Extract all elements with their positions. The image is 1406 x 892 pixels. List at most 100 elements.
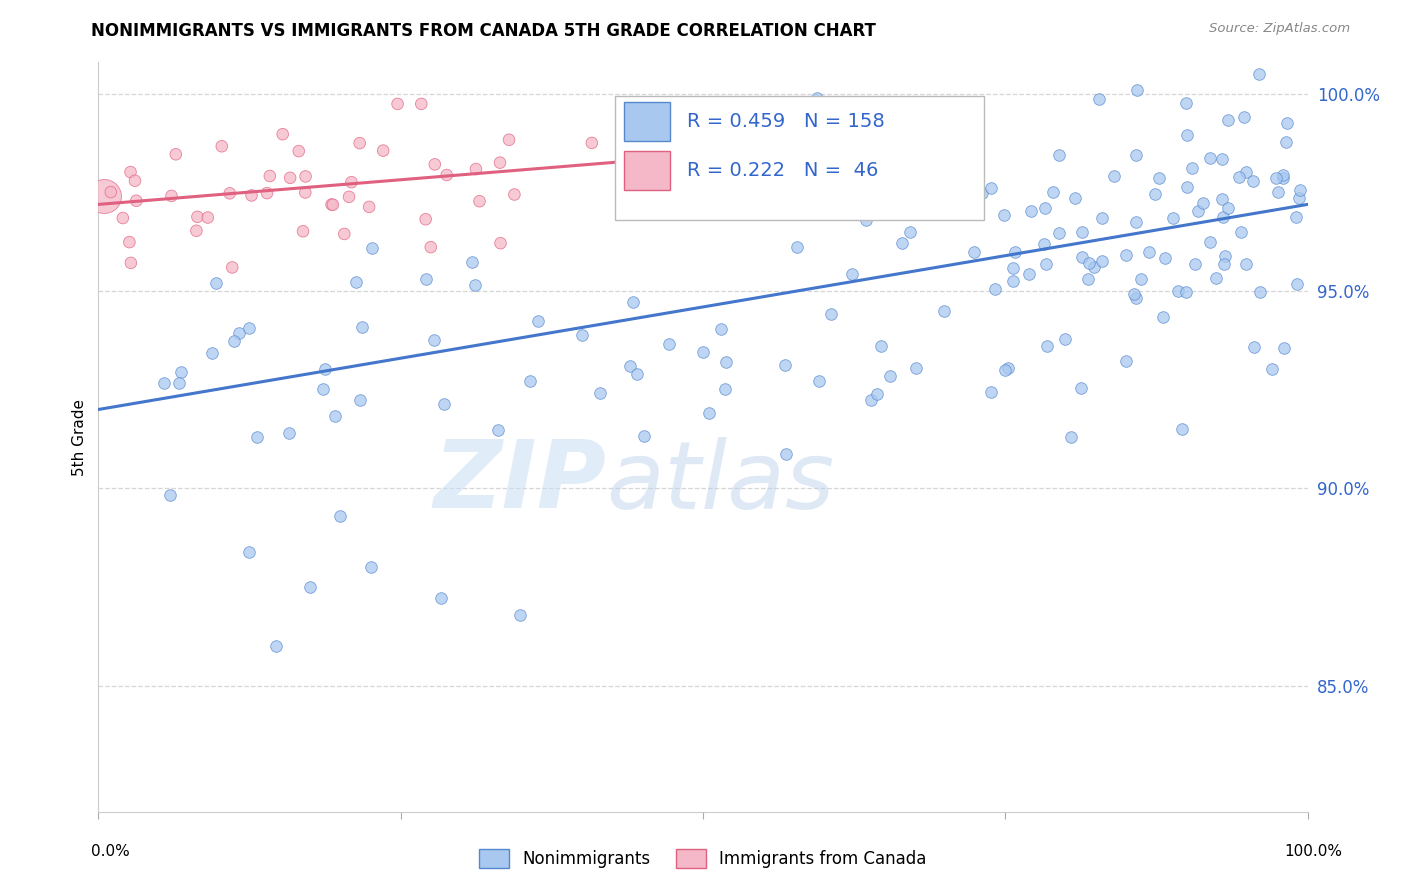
- Point: [786, 240, 808, 254]
- Point: [1216, 113, 1239, 128]
- Point: [626, 368, 648, 382]
- Point: [1234, 165, 1257, 179]
- Point: [1049, 226, 1071, 240]
- Point: [361, 241, 384, 255]
- Point: [1229, 225, 1251, 239]
- Point: [218, 186, 240, 201]
- Y-axis label: 5th Grade: 5th Grade: [72, 399, 87, 475]
- Point: [1161, 211, 1184, 226]
- Point: [810, 171, 832, 186]
- Point: [1175, 179, 1198, 194]
- Point: [314, 362, 336, 376]
- Point: [621, 294, 644, 309]
- Point: [197, 211, 219, 225]
- Point: [855, 213, 877, 227]
- Point: [489, 236, 512, 251]
- Point: [111, 211, 134, 225]
- Point: [1264, 170, 1286, 185]
- Point: [423, 157, 446, 171]
- Point: [337, 190, 360, 204]
- Point: [898, 225, 921, 239]
- Point: [1234, 257, 1257, 271]
- Point: [1213, 257, 1236, 271]
- Text: R = 0.459   N = 158: R = 0.459 N = 158: [688, 112, 884, 131]
- Point: [468, 194, 491, 209]
- Point: [1261, 361, 1284, 376]
- Point: [349, 136, 371, 150]
- Point: [1275, 135, 1298, 149]
- Point: [1064, 191, 1087, 205]
- Point: [238, 545, 260, 559]
- FancyBboxPatch shape: [624, 103, 671, 141]
- Point: [1184, 258, 1206, 272]
- Point: [1267, 185, 1289, 199]
- Point: [1152, 310, 1174, 324]
- Point: [1286, 277, 1309, 292]
- Point: [415, 272, 437, 286]
- Point: [509, 607, 531, 622]
- Point: [1247, 67, 1270, 81]
- Point: [970, 186, 993, 200]
- Point: [619, 359, 641, 373]
- Point: [259, 169, 281, 183]
- Point: [1216, 201, 1239, 215]
- Point: [1227, 170, 1250, 185]
- Point: [465, 162, 488, 177]
- Point: [1174, 285, 1197, 299]
- Point: [1275, 116, 1298, 130]
- Point: [294, 186, 316, 200]
- Point: [186, 210, 208, 224]
- Point: [322, 198, 344, 212]
- Point: [170, 365, 193, 379]
- Point: [1271, 171, 1294, 186]
- Point: [1071, 226, 1094, 240]
- Point: [1060, 430, 1083, 444]
- Point: [186, 224, 208, 238]
- Text: atlas: atlas: [606, 436, 835, 527]
- Text: NONIMMIGRANTS VS IMMIGRANTS FROM CANADA 5TH GRADE CORRELATION CHART: NONIMMIGRANTS VS IMMIGRANTS FROM CANADA …: [91, 22, 876, 40]
- Text: 0.0%: 0.0%: [91, 845, 131, 859]
- Point: [299, 580, 322, 594]
- Point: [294, 169, 316, 184]
- Point: [1285, 211, 1308, 225]
- Point: [1205, 271, 1227, 285]
- Point: [692, 344, 714, 359]
- Point: [1175, 128, 1198, 142]
- Point: [1070, 381, 1092, 395]
- Point: [1033, 201, 1056, 215]
- Point: [264, 639, 287, 653]
- Point: [415, 212, 437, 227]
- Point: [1137, 244, 1160, 259]
- Point: [716, 355, 738, 369]
- Point: [423, 333, 446, 347]
- Point: [271, 127, 294, 141]
- Point: [350, 320, 373, 334]
- Point: [1125, 147, 1147, 161]
- Point: [1102, 169, 1125, 183]
- Point: [841, 267, 863, 281]
- Point: [1035, 257, 1057, 271]
- Point: [1212, 210, 1234, 224]
- Point: [222, 334, 245, 348]
- Point: [238, 320, 260, 334]
- Point: [464, 278, 486, 293]
- Point: [201, 346, 224, 360]
- Point: [860, 392, 883, 407]
- Point: [1083, 260, 1105, 275]
- Text: ZIP: ZIP: [433, 436, 606, 528]
- Point: [1249, 285, 1271, 299]
- Point: [329, 509, 352, 524]
- Point: [120, 165, 142, 179]
- Point: [980, 384, 1002, 399]
- Point: [1171, 422, 1194, 436]
- Point: [796, 102, 818, 116]
- Point: [879, 368, 901, 383]
- Point: [120, 256, 142, 270]
- Point: [866, 387, 889, 401]
- Point: [589, 386, 612, 401]
- Point: [278, 170, 301, 185]
- Point: [823, 179, 845, 194]
- Point: [775, 447, 797, 461]
- Point: [993, 208, 1015, 222]
- Point: [373, 144, 395, 158]
